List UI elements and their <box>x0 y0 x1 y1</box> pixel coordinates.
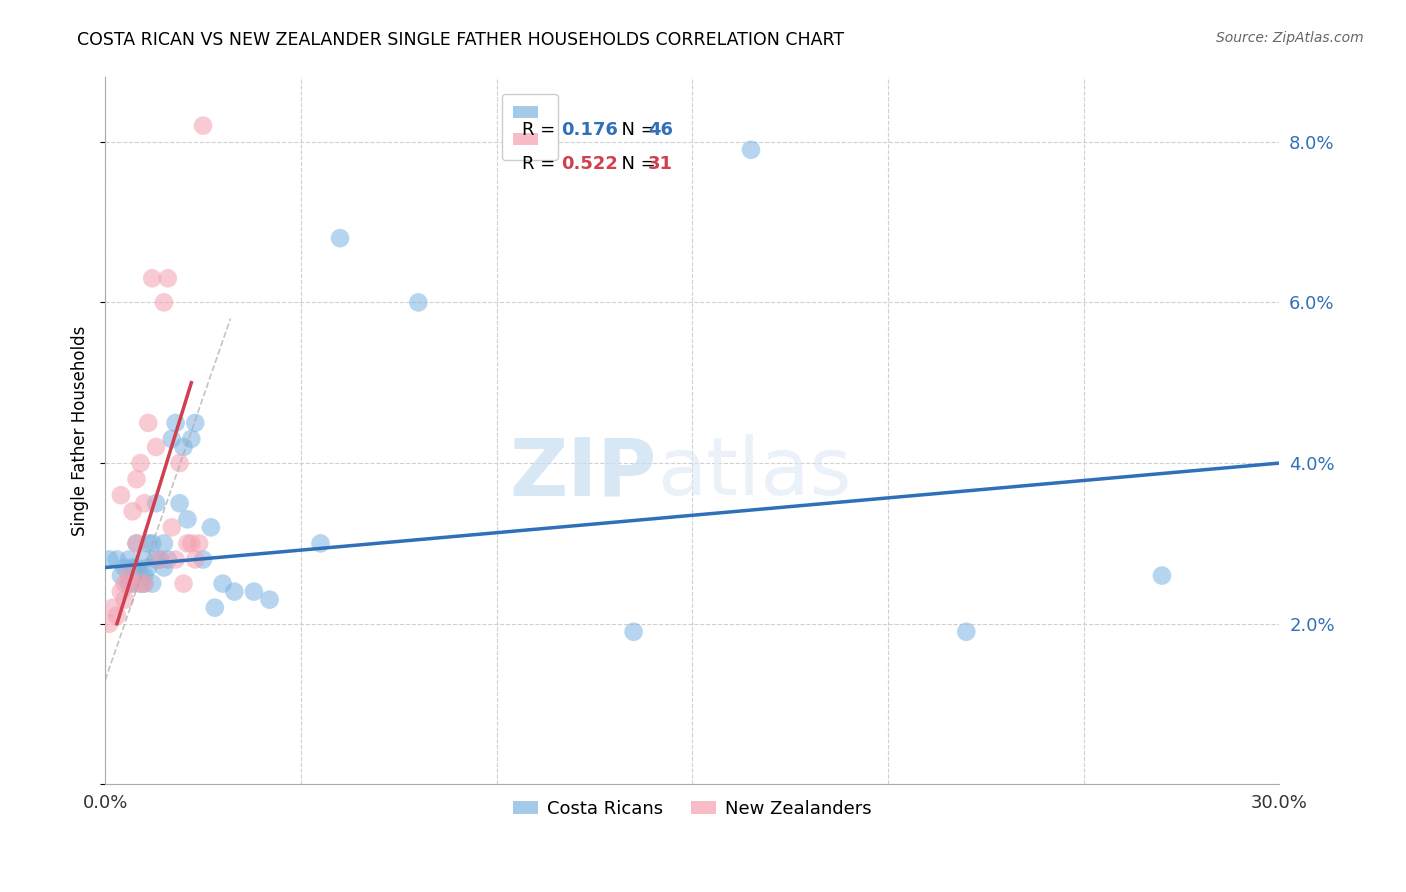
Text: ZIP: ZIP <box>510 434 657 512</box>
Point <box>740 143 762 157</box>
Point <box>191 552 214 566</box>
Point <box>136 560 159 574</box>
Point <box>129 576 152 591</box>
Point <box>623 624 645 639</box>
Point <box>98 552 121 566</box>
Point <box>191 119 214 133</box>
Point <box>153 295 176 310</box>
Point <box>125 536 148 550</box>
Text: Source: ZipAtlas.com: Source: ZipAtlas.com <box>1216 31 1364 45</box>
Point <box>160 520 183 534</box>
Point <box>173 576 195 591</box>
Point <box>141 576 163 591</box>
Text: 46: 46 <box>648 121 672 139</box>
Point <box>408 295 430 310</box>
Point <box>118 568 141 582</box>
Point <box>125 536 148 550</box>
Point <box>98 616 121 631</box>
Point <box>188 536 211 550</box>
Point <box>141 536 163 550</box>
Point <box>118 576 141 591</box>
Point <box>129 576 152 591</box>
Point <box>121 504 143 518</box>
Point <box>329 231 352 245</box>
Point <box>105 608 128 623</box>
Point <box>110 568 132 582</box>
Point <box>1150 568 1173 582</box>
Point <box>156 552 179 566</box>
Point <box>184 416 207 430</box>
Point <box>955 624 977 639</box>
Point <box>134 496 156 510</box>
Point <box>176 536 198 550</box>
Text: 31: 31 <box>648 154 672 173</box>
Y-axis label: Single Father Households: Single Father Households <box>72 326 89 536</box>
Point <box>184 552 207 566</box>
Text: COSTA RICAN VS NEW ZEALANDER SINGLE FATHER HOUSEHOLDS CORRELATION CHART: COSTA RICAN VS NEW ZEALANDER SINGLE FATH… <box>77 31 845 49</box>
Point <box>129 456 152 470</box>
Point <box>259 592 281 607</box>
Point <box>134 568 156 582</box>
Point <box>173 440 195 454</box>
Point <box>224 584 246 599</box>
Point <box>129 568 152 582</box>
Point <box>136 416 159 430</box>
Point <box>169 496 191 510</box>
Point <box>101 600 124 615</box>
Point <box>141 271 163 285</box>
Text: R =: R = <box>522 121 561 139</box>
Point <box>156 271 179 285</box>
Legend: Costa Ricans, New Zealanders: Costa Ricans, New Zealanders <box>506 792 879 825</box>
Point <box>169 456 191 470</box>
Point <box>114 576 136 591</box>
Point <box>114 560 136 574</box>
Point <box>110 584 132 599</box>
Point <box>204 600 226 615</box>
Point <box>118 552 141 566</box>
Point <box>176 512 198 526</box>
Point <box>309 536 332 550</box>
Text: R =: R = <box>522 154 561 173</box>
Point <box>134 552 156 566</box>
Point <box>121 576 143 591</box>
Text: atlas: atlas <box>657 434 852 512</box>
Point <box>180 536 202 550</box>
Point <box>121 576 143 591</box>
Point <box>243 584 266 599</box>
Point <box>105 552 128 566</box>
Point <box>145 552 167 566</box>
Point <box>165 416 187 430</box>
Point <box>134 576 156 591</box>
Point <box>153 560 176 574</box>
Point <box>180 432 202 446</box>
Text: N =: N = <box>610 121 662 139</box>
Text: 0.176: 0.176 <box>561 121 617 139</box>
Point <box>125 560 148 574</box>
Text: 0.522: 0.522 <box>561 154 617 173</box>
Point <box>211 576 233 591</box>
Point <box>165 552 187 566</box>
Point <box>200 520 222 534</box>
Point <box>149 552 172 566</box>
Point <box>134 576 156 591</box>
Point <box>114 592 136 607</box>
Point <box>136 536 159 550</box>
Point <box>125 472 148 486</box>
Point <box>149 552 172 566</box>
Text: N =: N = <box>610 154 662 173</box>
Point <box>145 440 167 454</box>
Point <box>160 432 183 446</box>
Point <box>110 488 132 502</box>
Point <box>153 536 176 550</box>
Point <box>121 560 143 574</box>
Point <box>145 496 167 510</box>
